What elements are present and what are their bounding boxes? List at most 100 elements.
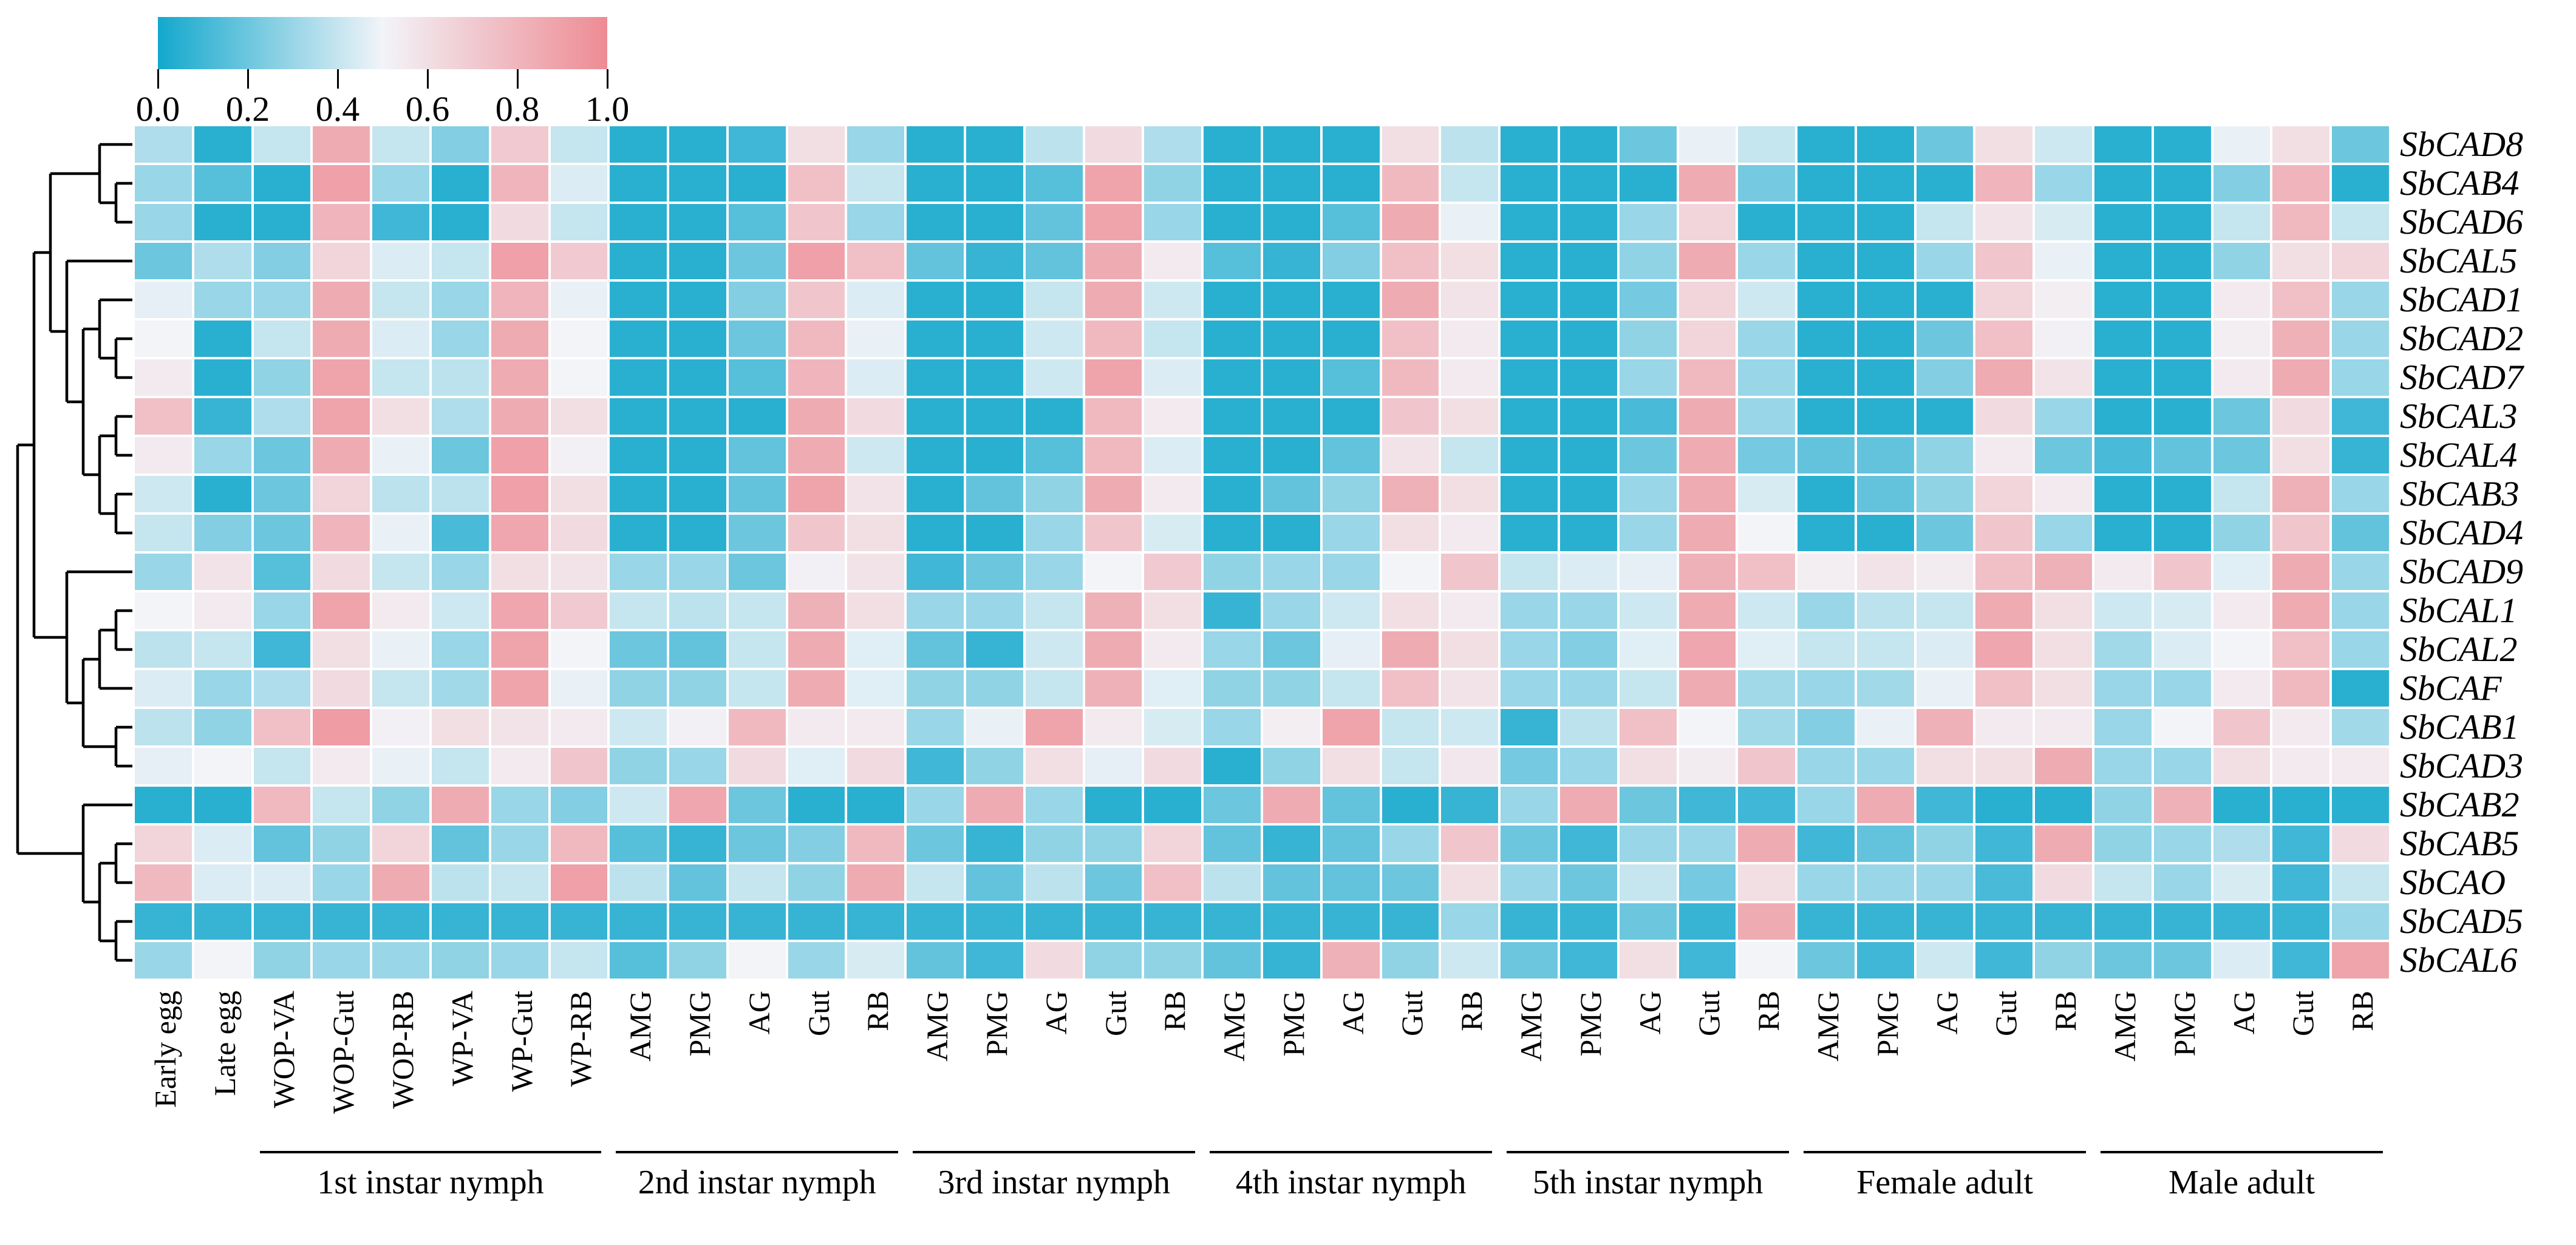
heatmap-cell — [491, 826, 548, 862]
heatmap-cell — [610, 864, 667, 901]
heatmap-cell — [2094, 826, 2152, 862]
heatmap-cell — [2213, 437, 2271, 473]
heatmap-cell — [2272, 942, 2330, 979]
heatmap-cell — [2213, 670, 2271, 707]
legend-tick-label: 0.6 — [405, 89, 450, 129]
heatmap-cell — [907, 903, 964, 940]
heatmap-cell — [2332, 359, 2389, 396]
heatmap-cell — [1619, 748, 1677, 784]
heatmap-cell — [610, 165, 667, 202]
heatmap-cell — [2213, 165, 2271, 202]
heatmap-cell — [431, 631, 489, 668]
heatmap-cell — [2213, 476, 2271, 512]
heatmap-cell — [907, 476, 964, 512]
heatmap-cell — [847, 748, 905, 784]
heatmap-cell — [313, 709, 370, 745]
heatmap-cell — [2035, 359, 2093, 396]
heatmap-cell — [253, 398, 311, 435]
heatmap-cell — [1678, 398, 1736, 435]
heatmap-cell — [194, 165, 251, 202]
heatmap-cell — [2272, 554, 2330, 590]
heatmap-cell — [194, 670, 251, 707]
heatmap-cell — [372, 476, 429, 512]
heatmap-cell — [2094, 515, 2152, 551]
heatmap-cell — [1559, 437, 1617, 473]
heatmap-cell — [1501, 359, 1558, 396]
heatmap-cell — [313, 826, 370, 862]
heatmap-cell — [194, 398, 251, 435]
heatmap-cell — [1738, 631, 1796, 668]
heatmap-cell — [907, 787, 964, 823]
heatmap-cell — [1085, 864, 1142, 901]
heatmap-cell — [1382, 787, 1439, 823]
heatmap-cell — [728, 359, 786, 396]
heatmap-cell — [1559, 204, 1617, 240]
row-label: SbCAD6 — [2400, 202, 2523, 242]
heatmap-cell — [2153, 592, 2211, 629]
heatmap-cell — [1204, 903, 1261, 940]
heatmap-cell — [2094, 437, 2152, 473]
heatmap-cell — [1382, 631, 1439, 668]
heatmap-cell — [907, 864, 964, 901]
heatmap-cell — [1856, 942, 1914, 979]
row-label: SbCAL2 — [2400, 629, 2518, 669]
row-dendrogram — [16, 143, 132, 962]
heatmap-cell — [2094, 903, 2152, 940]
heatmap-cell — [728, 709, 786, 745]
heatmap-cell — [1144, 748, 1202, 784]
heatmap-cell — [1144, 321, 1202, 357]
heatmap-cell — [1144, 204, 1202, 240]
heatmap-cell — [907, 321, 964, 357]
heatmap-cell — [431, 321, 489, 357]
heatmap-cell — [907, 709, 964, 745]
heatmap-cell — [253, 476, 311, 512]
heatmap-cell — [847, 437, 905, 473]
column-label: Early egg — [148, 991, 182, 1108]
heatmap-cell — [966, 515, 1023, 551]
heatmap-cell — [847, 321, 905, 357]
heatmap-cell — [2213, 864, 2271, 901]
heatmap-cell — [253, 243, 311, 279]
heatmap-cell — [1619, 864, 1677, 901]
heatmap-cell — [1559, 903, 1617, 940]
heatmap-cell — [372, 398, 429, 435]
heatmap-cell — [1738, 204, 1796, 240]
heatmap-cell — [2153, 321, 2211, 357]
heatmap-cell — [1204, 165, 1261, 202]
column-label: Late egg — [207, 991, 242, 1096]
heatmap-cell — [194, 437, 251, 473]
heatmap-cell — [669, 903, 726, 940]
heatmap-cell — [1559, 243, 1617, 279]
heatmap-cell — [2035, 321, 2093, 357]
heatmap-cell — [2153, 398, 2211, 435]
heatmap-cell — [610, 398, 667, 435]
heatmap-cell — [1501, 864, 1558, 901]
heatmap-cell — [1322, 398, 1380, 435]
heatmap-cell — [907, 398, 964, 435]
heatmap-cell — [1678, 515, 1736, 551]
heatmap-cell — [1263, 204, 1320, 240]
heatmap-cell — [194, 787, 251, 823]
heatmap-cell — [1678, 942, 1736, 979]
heatmap-cell — [1797, 321, 1855, 357]
heatmap-cell — [1916, 282, 1974, 318]
heatmap-cell — [135, 748, 192, 784]
row-label: SbCAB5 — [2400, 824, 2520, 863]
legend-tick-label: 0.0 — [135, 89, 180, 129]
heatmap-cell — [907, 515, 964, 551]
heatmap-cell — [1144, 864, 1202, 901]
heatmap-cell — [1797, 826, 1855, 862]
heatmap-cell — [431, 942, 489, 979]
heatmap-cell — [728, 126, 786, 163]
heatmap-cell — [1619, 437, 1677, 473]
row-label: SbCAL4 — [2400, 435, 2518, 475]
heatmap-cell — [1975, 126, 2033, 163]
group-underline — [1804, 1151, 2087, 1153]
heatmap-cell — [194, 631, 251, 668]
legend-tick — [247, 69, 249, 89]
heatmap-cell — [2213, 748, 2271, 784]
heatmap-cell — [728, 204, 786, 240]
heatmap-cell — [313, 554, 370, 590]
heatmap-cell — [1441, 126, 1499, 163]
heatmap-cell — [2094, 864, 2152, 901]
